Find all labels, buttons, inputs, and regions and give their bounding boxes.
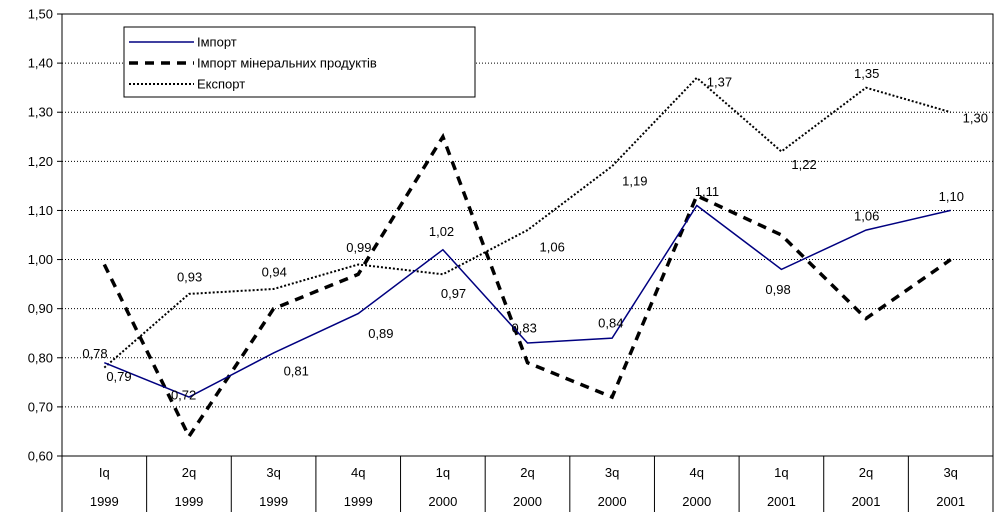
x-axis-tick-labels: Iq 1999 2q 1999 3q 1999 4q 1999 1q 2000 2q 2000 3q 20… [90, 465, 965, 509]
x-tick-label-quarter: 1q [774, 465, 788, 480]
legend-label: Експорт [197, 77, 245, 92]
x-tick-label-year: 1999 [344, 494, 373, 509]
data-label: 0,81 [284, 363, 309, 378]
x-tick-label-year: 2001 [767, 494, 796, 509]
x-tick-label-quarter: 2q [182, 465, 196, 480]
x-tick-label-quarter: 3q [266, 465, 280, 480]
data-label: 1,19 [622, 174, 647, 189]
x-tick-label-year: 1999 [90, 494, 119, 509]
y-tick-label: 0,60 [28, 449, 53, 464]
data-label: 0,93 [177, 269, 202, 284]
data-label: 1,35 [854, 66, 879, 81]
series-line-dashed [102, 132, 952, 440]
data-label: 0,79 [106, 369, 131, 384]
data-labels: 0,79 0,72 0,81 0,89 1,02 0,83 0,84 1,11 0,98 1,06… [82, 66, 988, 402]
data-label: 0,99 [346, 240, 371, 255]
y-axis-tick-labels: 0,60 0,70 0,80 0,90 1,00 1,10 1,20 1,30 1,40 1,50 [28, 7, 53, 464]
data-label: 0,84 [598, 316, 623, 331]
y-tick-label: 1,00 [28, 252, 53, 267]
data-label: 0,94 [262, 265, 287, 280]
x-tick-label-year: 2001 [936, 494, 965, 509]
y-tick-label: 0,80 [28, 350, 53, 365]
data-label: 1,02 [429, 224, 454, 239]
x-tick-label-quarter: Iq [99, 465, 110, 480]
legend: Імпорт Імпорт мінеральних продуктів Експор… [123, 26, 476, 98]
axes [57, 13, 994, 512]
series-line-dotted [103, 76, 951, 369]
y-tick-label: 1,40 [28, 56, 53, 71]
x-tick-label-year: 2000 [682, 494, 711, 509]
x-tick-label-quarter: 4q [351, 465, 365, 480]
x-tick-label-year: 1999 [174, 494, 203, 509]
y-tick-label: 1,10 [28, 203, 53, 218]
x-tick-label-quarter: 2q [859, 465, 873, 480]
x-tick-label-quarter: 2q [520, 465, 534, 480]
plot-frame [61, 13, 994, 457]
data-label: 1,37 [707, 74, 732, 89]
data-label: 0,72 [171, 388, 196, 403]
data-label: 1,22 [791, 157, 816, 172]
data-label: 0,83 [512, 321, 537, 336]
series-lines [102, 76, 952, 440]
data-label: 1,30 [963, 111, 988, 126]
x-tick-label-quarter: 1q [436, 465, 450, 480]
legend-label: Імпорт [197, 35, 237, 50]
series-line-solid [104, 204, 951, 398]
data-label: 0,98 [765, 282, 790, 297]
x-tick-label-quarter: 3q [605, 465, 619, 480]
data-label: 0,89 [368, 326, 393, 341]
y-tick-label: 0,90 [28, 301, 53, 316]
x-tick-label-year: 2000 [428, 494, 457, 509]
y-tick-label: 1,20 [28, 154, 53, 169]
x-tick-label-year: 2000 [598, 494, 627, 509]
data-label: 1,06 [854, 209, 879, 224]
legend-label: Імпорт мінеральних продуктів [197, 56, 377, 71]
y-tick-label: 1,50 [28, 7, 53, 22]
y-tick-label: 1,30 [28, 105, 53, 120]
data-label: 0,78 [82, 346, 107, 361]
x-tick-label-quarter: 3q [943, 465, 957, 480]
y-tick-label: 0,70 [28, 399, 53, 414]
x-tick-label-year: 2001 [852, 494, 881, 509]
data-label: 0,97 [441, 286, 466, 301]
legend-box [123, 26, 476, 98]
x-tick-label-year: 1999 [259, 494, 288, 509]
x-tick-label-year: 2000 [513, 494, 542, 509]
data-label: 1,10 [939, 189, 964, 204]
data-label: 1,11 [695, 184, 719, 199]
x-tick-label-quarter: 4q [690, 465, 704, 480]
data-label: 1,06 [540, 240, 565, 255]
